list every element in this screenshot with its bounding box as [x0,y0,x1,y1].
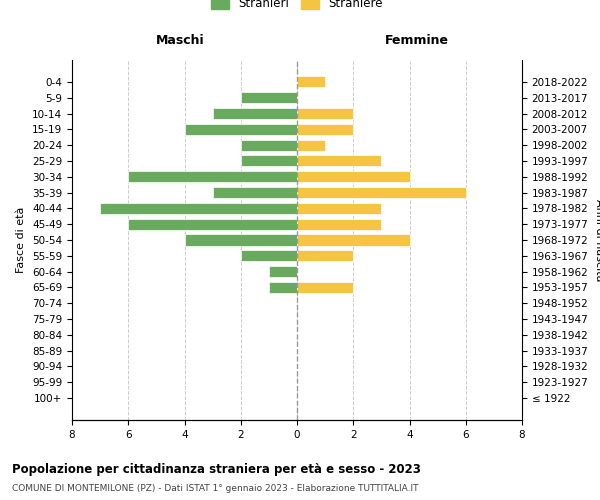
Bar [241,156,297,166]
Bar [212,108,297,119]
Text: COMUNE DI MONTEMILONE (PZ) - Dati ISTAT 1° gennaio 2023 - Elaborazione TUTTITALI: COMUNE DI MONTEMILONE (PZ) - Dati ISTAT … [12,484,419,493]
Bar [241,140,297,150]
Bar [297,203,382,214]
Bar [297,76,325,88]
Bar [297,282,353,293]
Y-axis label: Fasce di età: Fasce di età [16,207,26,273]
Bar [100,203,297,214]
Bar [128,218,297,230]
Bar [297,108,353,119]
Bar [269,282,297,293]
Text: Femmine: Femmine [385,34,449,48]
Bar [185,124,297,135]
Bar [241,92,297,103]
Bar [297,187,466,198]
Bar [241,250,297,262]
Bar [297,171,409,182]
Y-axis label: Anni di nascita: Anni di nascita [594,198,600,281]
Bar [297,156,382,166]
Bar [269,266,297,277]
Text: Maschi: Maschi [155,34,205,48]
Bar [212,187,297,198]
Bar [297,218,382,230]
Bar [128,171,297,182]
Bar [297,234,409,246]
Bar [297,124,353,135]
Bar [185,234,297,246]
Legend: Stranieri, Straniere: Stranieri, Straniere [208,0,386,14]
Bar [297,250,353,262]
Bar [297,140,325,150]
Text: Popolazione per cittadinanza straniera per età e sesso - 2023: Popolazione per cittadinanza straniera p… [12,462,421,475]
